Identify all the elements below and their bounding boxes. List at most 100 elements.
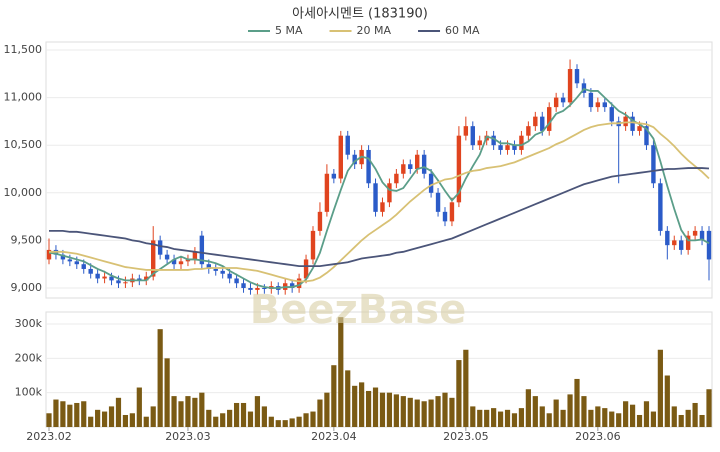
volume-bar — [435, 396, 441, 427]
volume-bar — [372, 387, 379, 427]
candle-body — [477, 140, 482, 146]
volume-bar — [484, 409, 490, 427]
volume-bar — [331, 365, 337, 427]
candle-body — [658, 183, 663, 231]
volume-bar — [574, 378, 580, 427]
volume-bar — [671, 406, 677, 427]
volume-bar — [261, 406, 267, 427]
candle-body — [595, 102, 601, 108]
volume-bar — [310, 411, 316, 427]
volume-bar — [379, 392, 386, 427]
volume-bar — [365, 390, 372, 427]
candle-body — [324, 173, 330, 212]
legend-label: 5 MA — [275, 24, 303, 37]
candle-body — [213, 268, 218, 271]
candle-body — [560, 97, 566, 103]
volume-bar — [359, 382, 365, 427]
candle-body — [519, 135, 524, 150]
candle-body — [60, 254, 66, 260]
volume-bar — [525, 389, 531, 427]
candle-body — [46, 249, 52, 260]
candle-body — [547, 107, 552, 131]
volume-bar — [303, 413, 309, 427]
volume-bar — [247, 411, 254, 427]
candle-body — [567, 69, 573, 103]
volume-bar — [213, 416, 219, 427]
candle-body — [262, 288, 267, 290]
volume-bar — [95, 409, 101, 427]
candle-body — [338, 135, 343, 179]
candle-body — [394, 173, 399, 184]
y-tick-label: 10,000 — [4, 186, 43, 199]
volume-bar — [275, 420, 281, 427]
candle-body — [178, 261, 184, 265]
candle-body — [289, 283, 295, 289]
volume-bar — [546, 413, 552, 427]
volume-bar — [560, 409, 566, 427]
y-tick-label: 200k — [15, 351, 43, 364]
volume-bar — [567, 394, 573, 427]
candle-body — [102, 276, 107, 279]
x-tick-label: 2023.04 — [311, 430, 357, 443]
candle-body — [373, 183, 378, 212]
volume-bar — [129, 413, 135, 427]
volume-bar — [108, 406, 115, 427]
y-tick-label: 100k — [15, 386, 43, 399]
volume-bar — [386, 392, 393, 427]
candle-body — [116, 280, 121, 284]
volume-bar — [206, 409, 212, 427]
volume-bar — [400, 396, 406, 427]
volume-bar — [345, 370, 351, 427]
volume-bar — [46, 413, 52, 427]
volume-bar — [518, 408, 525, 427]
candle-body — [255, 288, 260, 290]
candle-body — [651, 145, 656, 184]
candle-body — [199, 235, 205, 265]
volume-bar — [532, 396, 538, 427]
volume-bar — [171, 396, 177, 427]
candle-body — [241, 283, 246, 289]
y-tick-label: 300k — [15, 317, 43, 330]
candle-body — [227, 273, 232, 279]
candle-body — [526, 126, 531, 136]
y-tick-label: 9,500 — [11, 233, 43, 246]
volume-bar — [227, 409, 233, 427]
volume-panel — [45, 311, 713, 428]
candle-body — [706, 230, 712, 260]
volume-bar — [240, 402, 247, 427]
volume-bar — [650, 411, 657, 427]
volume-bar — [157, 329, 163, 427]
candle-body — [630, 116, 635, 131]
candle-body — [609, 107, 614, 122]
volume-bar — [88, 416, 94, 427]
y-tick-label: 11,500 — [4, 43, 43, 56]
candle-body — [498, 145, 503, 150]
volume-bar — [629, 404, 636, 427]
candle-body — [602, 102, 607, 108]
volume-bar — [497, 411, 504, 427]
candle-body — [171, 259, 177, 265]
volume-bar — [143, 416, 149, 427]
watermark: BeezBase — [250, 287, 466, 333]
candle-body — [206, 264, 211, 269]
candle-body — [296, 278, 302, 289]
candle-body — [123, 282, 128, 284]
candle-body — [505, 145, 510, 150]
volume-bar — [470, 406, 476, 427]
volume-bar — [317, 399, 323, 427]
candle-body — [644, 126, 649, 146]
volume-bar — [289, 418, 295, 427]
volume-bar — [122, 414, 129, 427]
volume-bar — [428, 399, 434, 427]
ma-line — [49, 167, 710, 268]
candle-body — [428, 173, 434, 193]
candle-body — [220, 270, 225, 274]
volume-bar — [115, 397, 122, 427]
candle-body — [463, 126, 469, 136]
volume-bar — [692, 402, 698, 427]
candle-body — [637, 126, 642, 131]
y-tick-label: 10,500 — [4, 138, 43, 151]
volume-bar — [192, 397, 198, 427]
y-tick-label: 11,000 — [4, 91, 43, 104]
volume-bar — [268, 416, 274, 427]
